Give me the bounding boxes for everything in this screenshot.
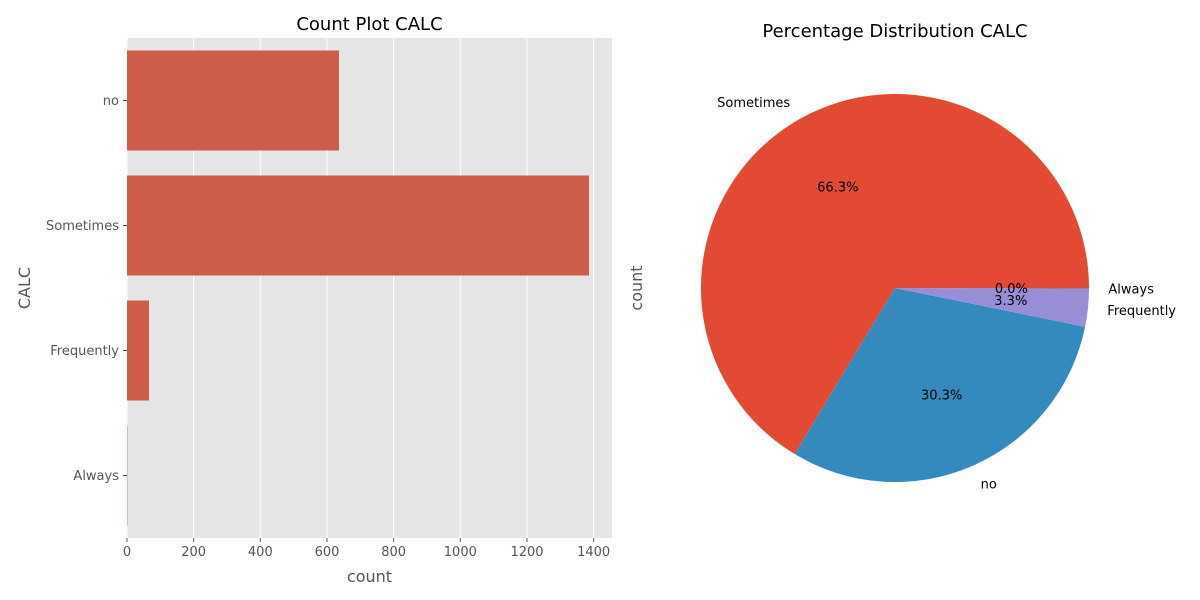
count-bar-chart: 0 200 400 600 800 1000 1200 1400 no Sometimes Fre… (15, 14, 612, 586)
pie-percent-label: 3.3% (994, 294, 1027, 309)
y-tick-label: no (103, 94, 119, 109)
x-tick-label: 400 (248, 545, 273, 560)
bar-marks (127, 50, 589, 526)
bar-no (127, 50, 339, 151)
pie-slice-frequently (895, 288, 1089, 327)
pie-percent-label: 66.3% (817, 181, 858, 196)
pie-category-label: no (981, 477, 997, 492)
pie-slices (700, 93, 1089, 482)
bar-chart-title: Count Plot CALC (296, 14, 442, 35)
bar-y-axis-label: CALC (15, 267, 34, 309)
x-tick-label: 1200 (510, 545, 543, 560)
pie-category-label: Frequently (1107, 304, 1176, 319)
pie-labels: Sometimes 66.3% no 30.3% Frequently 3.3% Alway… (717, 96, 1176, 492)
x-tick-label: 800 (381, 545, 406, 560)
bar-sometimes (127, 175, 589, 276)
x-tick-label: 1000 (444, 545, 477, 560)
pie-slice-no (794, 288, 1086, 482)
y-tick-label: Always (73, 469, 119, 484)
y-tick-label: Frequently (50, 344, 119, 359)
y-tick-label: Sometimes (46, 219, 119, 234)
pie-category-label: Always (1108, 282, 1154, 297)
x-tick-label: 200 (181, 545, 206, 560)
x-tick-labels: 0 200 400 600 800 1000 1200 1400 (123, 538, 610, 560)
bar-frequently (127, 300, 149, 401)
pie-chart-title: Percentage Distribution CALC (762, 21, 1027, 42)
pie-y-axis-label: count (627, 265, 646, 310)
pie-percent-label: 30.3% (921, 389, 962, 404)
pie-slice-always (895, 288, 1089, 289)
x-tick-label: 0 (123, 545, 131, 560)
bar-x-axis-label: count (347, 567, 392, 586)
percentage-pie-chart: Percentage Distribution CALC count Somet… (627, 21, 1176, 492)
pie-category-label: Sometimes (717, 96, 790, 111)
pie-percent-label: 0.0% (995, 282, 1028, 297)
pie-slice-sometimes (700, 93, 1089, 455)
y-tick-labels: no Sometimes Frequently Always (46, 94, 127, 484)
x-tick-label: 600 (315, 545, 340, 560)
x-tick-label: 1400 (577, 545, 610, 560)
